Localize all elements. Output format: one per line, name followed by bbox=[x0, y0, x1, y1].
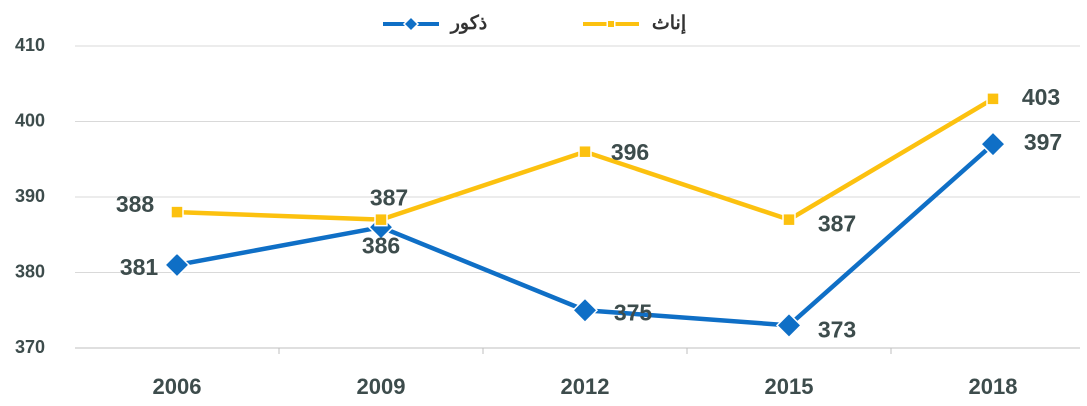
marker bbox=[782, 212, 796, 227]
data-label: 373 bbox=[818, 316, 856, 342]
data-label: 375 bbox=[614, 299, 653, 325]
marker bbox=[775, 312, 803, 339]
data-label: 388 bbox=[116, 191, 155, 217]
data-label: 386 bbox=[362, 232, 400, 258]
data-label: 403 bbox=[1022, 84, 1060, 110]
y-tick-label: 370 bbox=[15, 337, 45, 357]
marker bbox=[606, 19, 616, 29]
y-tick-label: 380 bbox=[15, 261, 45, 281]
marker bbox=[163, 251, 191, 279]
x-tick-label: 2012 bbox=[561, 374, 610, 399]
y-tick-label: 390 bbox=[15, 186, 45, 206]
data-label: 381 bbox=[120, 254, 159, 280]
marker bbox=[402, 15, 420, 33]
marker bbox=[979, 131, 1007, 158]
series-line bbox=[176, 96, 995, 222]
data-label: 387 bbox=[818, 211, 856, 237]
legend-label: ذكور bbox=[449, 13, 488, 34]
marker bbox=[571, 297, 599, 324]
x-tick-label: 2009 bbox=[357, 374, 406, 399]
x-tick-label: 2006 bbox=[153, 374, 202, 399]
data-label: 396 bbox=[611, 139, 649, 165]
y-tick-label: 400 bbox=[15, 110, 45, 130]
data-label: 387 bbox=[370, 185, 408, 211]
x-tick-label: 2015 bbox=[765, 374, 814, 399]
marker bbox=[374, 212, 388, 227]
x-tick-label: 2018 bbox=[969, 374, 1018, 399]
marker bbox=[578, 144, 592, 159]
legend-label: إناث bbox=[652, 13, 686, 35]
y-tick-label: 410 bbox=[15, 35, 45, 55]
marker bbox=[170, 205, 184, 219]
marker bbox=[986, 92, 1000, 106]
data-label: 397 bbox=[1024, 129, 1062, 155]
